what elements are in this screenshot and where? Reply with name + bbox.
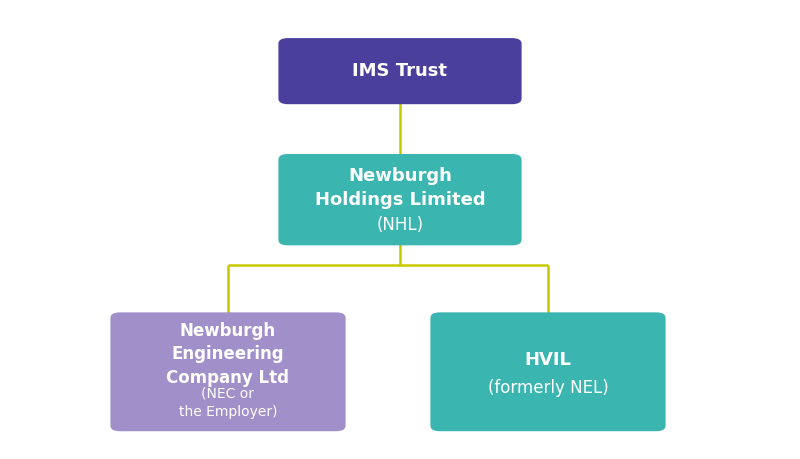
Text: (NEC or
the Employer): (NEC or the Employer)	[178, 387, 278, 419]
Text: IMS Trust: IMS Trust	[353, 62, 447, 80]
Text: Newburgh
Engineering
Company Ltd: Newburgh Engineering Company Ltd	[166, 322, 290, 387]
Text: (NHL): (NHL)	[377, 216, 423, 234]
Text: HVIL: HVIL	[525, 351, 571, 369]
Text: Newburgh
Holdings Limited: Newburgh Holdings Limited	[314, 168, 486, 209]
FancyBboxPatch shape	[110, 312, 346, 431]
Text: (formerly NEL): (formerly NEL)	[488, 379, 608, 397]
FancyBboxPatch shape	[430, 312, 666, 431]
FancyBboxPatch shape	[278, 154, 522, 246]
FancyBboxPatch shape	[278, 38, 522, 104]
